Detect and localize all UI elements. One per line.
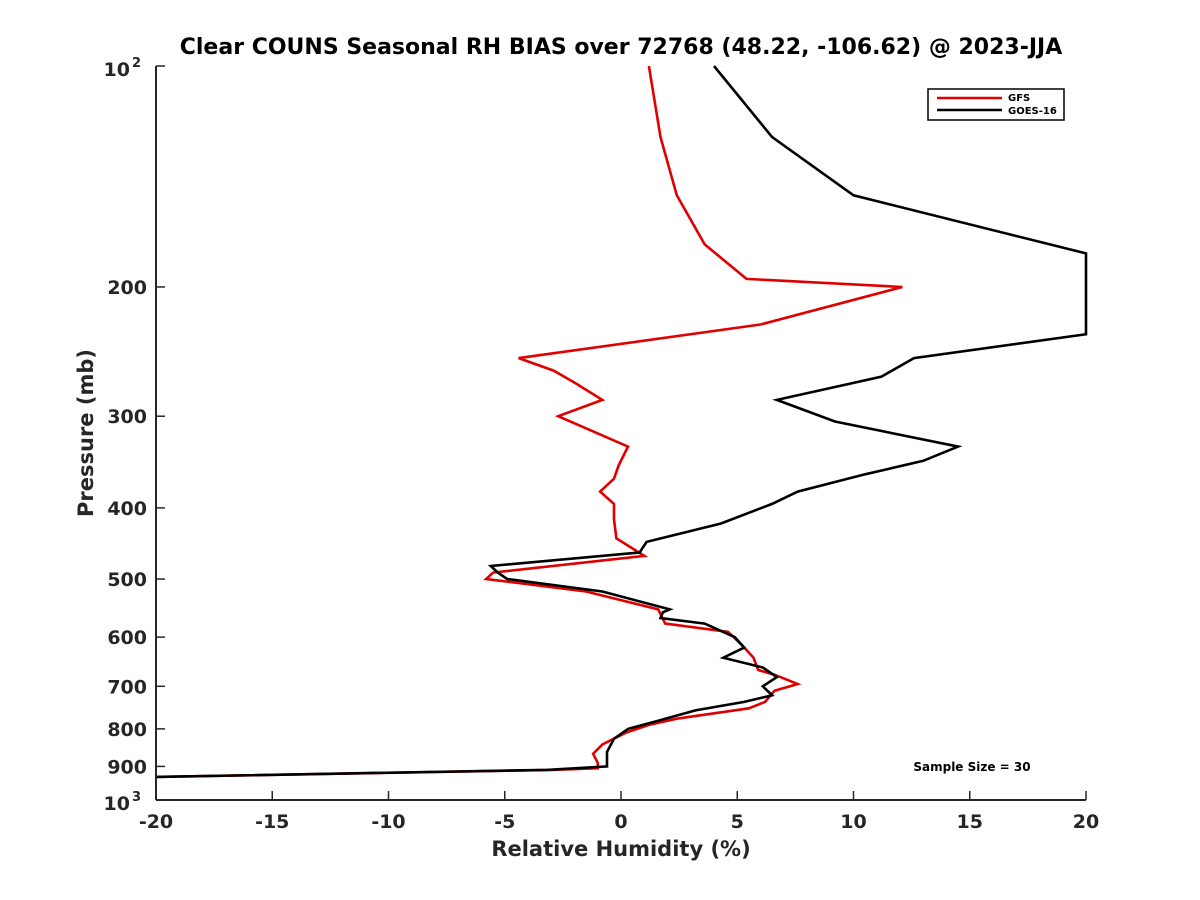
y-tick-top-base: 10 [104,59,130,81]
x-tick-label: 5 [731,811,744,833]
y-axis-label: Pressure (mb) [74,349,98,517]
x-tick-label: -15 [255,811,289,833]
y-tick-label-bottom: 10 3 [104,790,142,815]
series-line-gfs [155,65,903,779]
y-tick-label: 800 [107,719,147,741]
y-tick-label: 300 [107,406,147,428]
chart-title: Clear COUNS Seasonal RH BIAS over 72768 … [180,35,1063,60]
y-tick-label-top: 10 2 [104,56,142,81]
x-axis-label: Relative Humidity (%) [491,837,750,861]
y-tick-label: 500 [107,569,147,591]
y-tick-label: 900 [107,756,147,778]
y-tick-bottom-exp: 3 [132,790,141,805]
y-tick-label: 200 [107,277,147,299]
x-axis-ticks: -20 -15 -10 -5 0 5 10 15 20 [139,791,1099,833]
y-tick-bottom-base: 10 [104,793,130,815]
y-axis-ticks: 200 300 400 500 600 700 800 900 [107,65,165,801]
legend-box [927,88,1065,121]
x-tick-label: 15 [957,811,983,833]
y-tick-label: 700 [107,676,147,698]
y-tick-label: 400 [107,498,147,520]
x-tick-label: 0 [614,811,627,833]
x-tick-label: -20 [139,811,173,833]
x-tick-label: 20 [1073,811,1099,833]
legend-label-goes16: GOES-16 [1008,106,1057,117]
x-tick-label: -10 [371,811,405,833]
series-line-goes16 [155,65,1088,779]
x-tick-label: 10 [840,811,866,833]
y-tick-top-exp: 2 [132,56,141,71]
sample-size-annotation: Sample Size = 30 [913,760,1030,774]
y-tick-label: 600 [107,627,147,649]
x-tick-label: -5 [494,811,515,833]
legend-label-gfs: GFS [1008,93,1030,104]
legend: GFS GOES-16 [927,88,1065,121]
series-lines [155,65,1088,779]
